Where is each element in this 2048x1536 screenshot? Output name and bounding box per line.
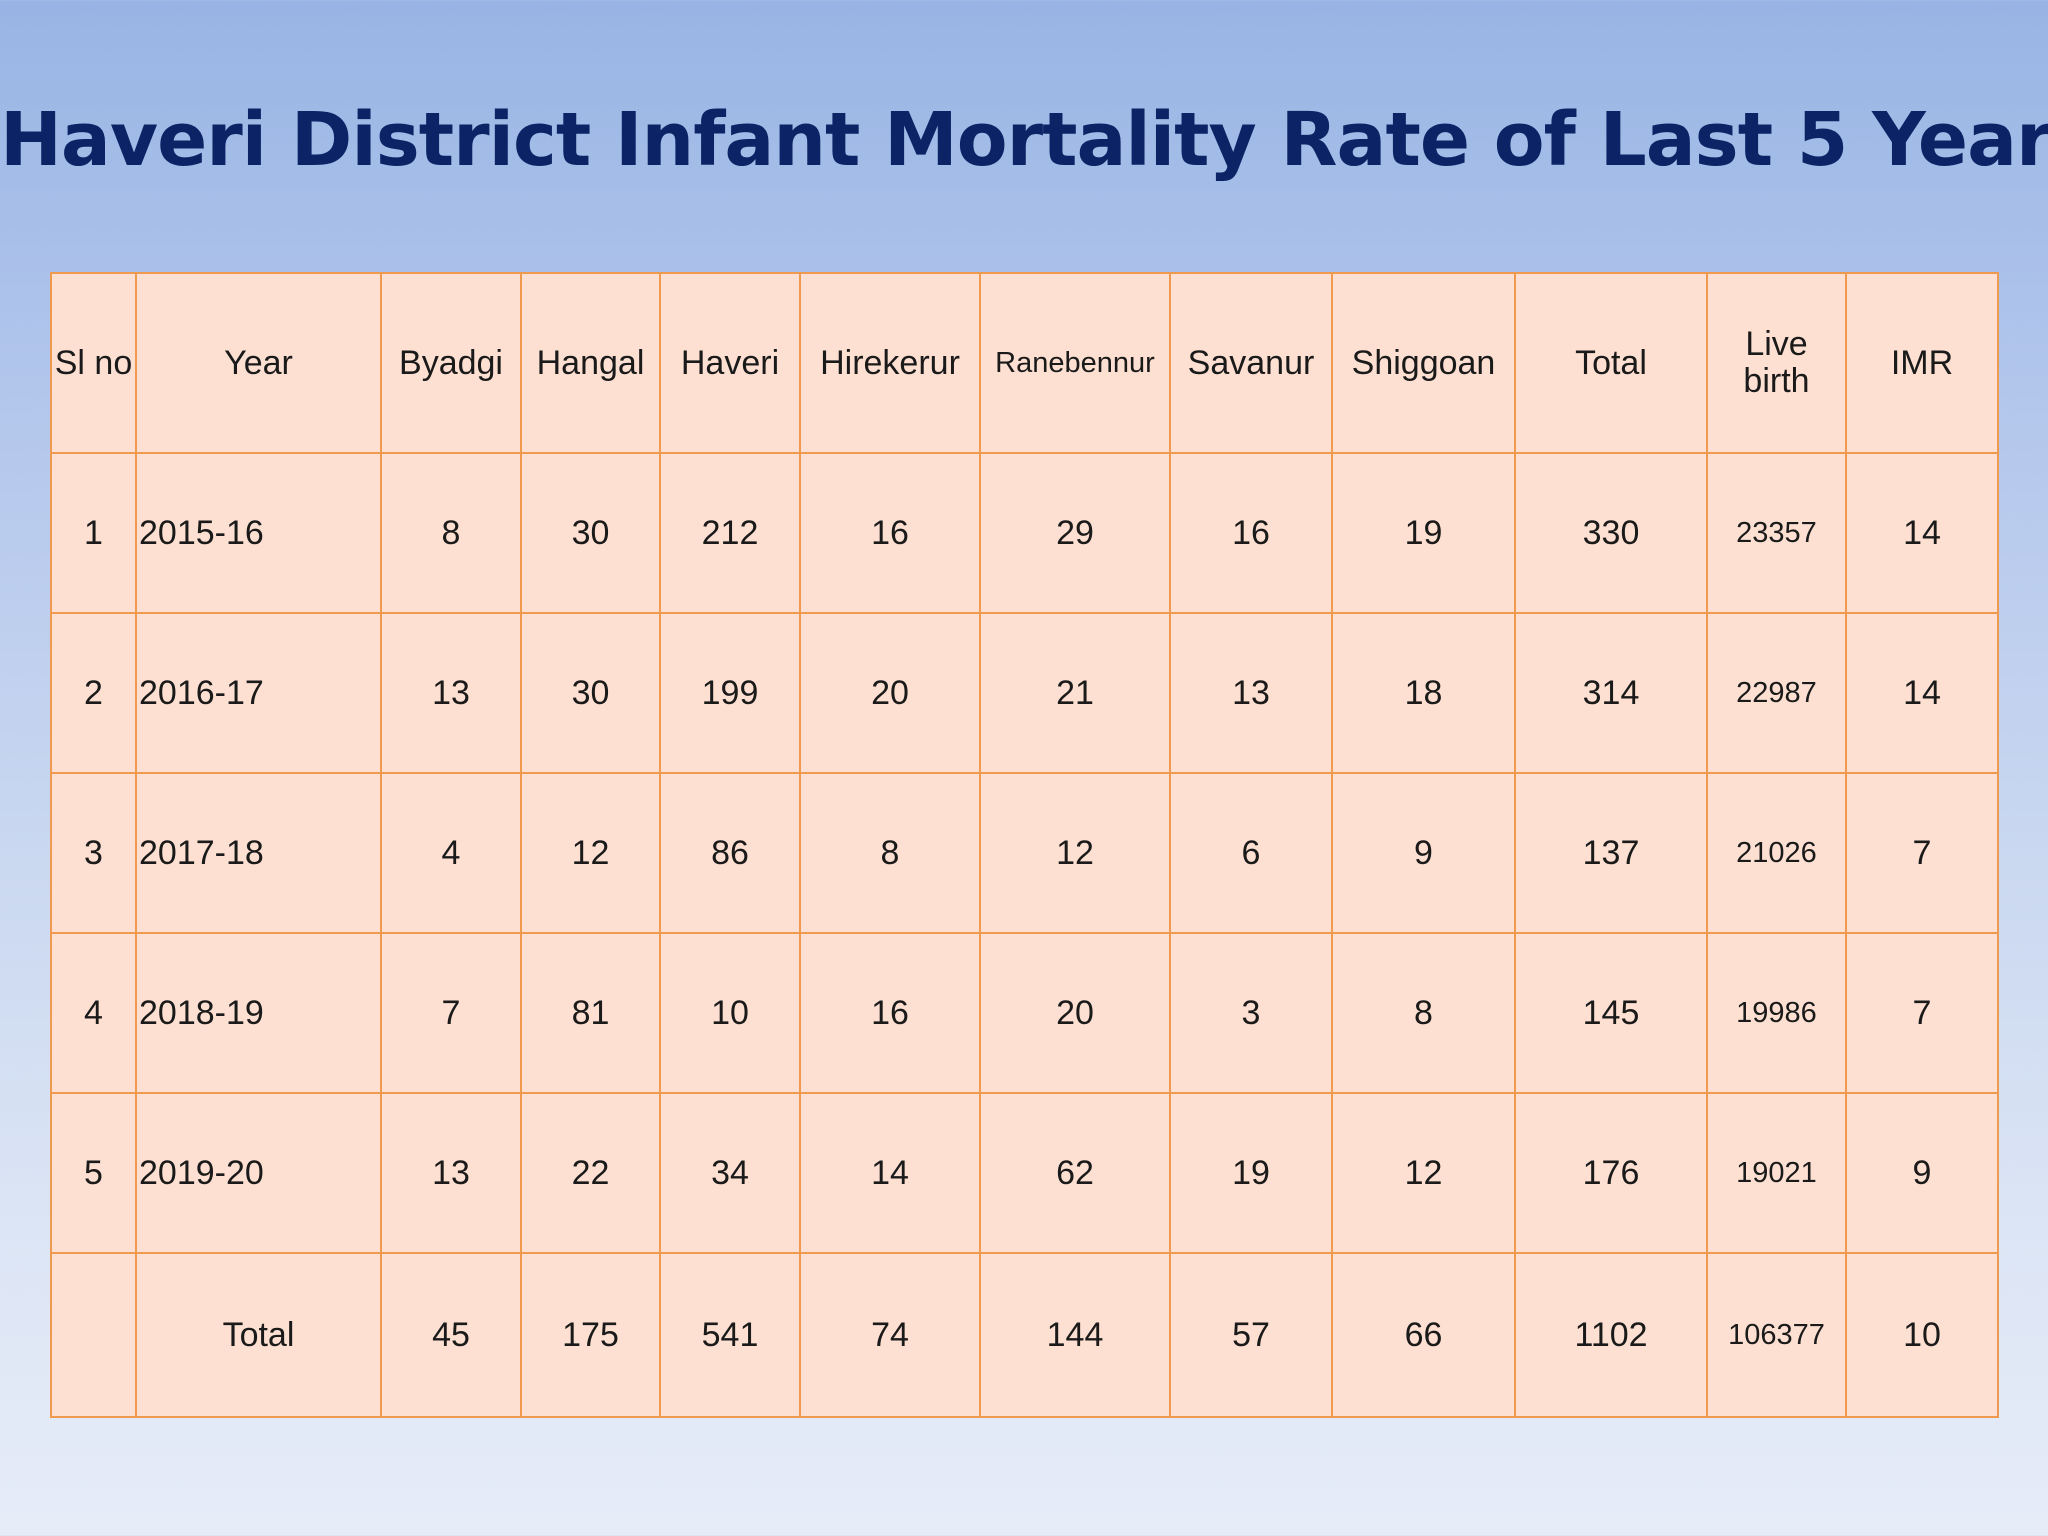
cell-hangal: 12 bbox=[520, 772, 661, 934]
cell-total: 137 bbox=[1514, 772, 1708, 934]
cell-shiggoan: 19 bbox=[1331, 452, 1516, 614]
total-total: 1102 bbox=[1514, 1252, 1708, 1418]
cell-imr: 14 bbox=[1845, 612, 1999, 774]
cell-imr: 7 bbox=[1845, 932, 1999, 1094]
header-live-birth: Live birth bbox=[1706, 272, 1847, 454]
cell-imr: 7 bbox=[1845, 772, 1999, 934]
cell-live-birth: 23357 bbox=[1706, 452, 1847, 614]
cell-shiggoan: 8 bbox=[1331, 932, 1516, 1094]
cell-sl-no: 5 bbox=[50, 1092, 137, 1254]
cell-hangal: 30 bbox=[520, 452, 661, 614]
cell-haveri: 199 bbox=[659, 612, 801, 774]
header-ranebennur: Ranebennur bbox=[979, 272, 1171, 454]
cell-live-birth: 19021 bbox=[1706, 1092, 1847, 1254]
cell-live-birth: 21026 bbox=[1706, 772, 1847, 934]
cell-savanur: 16 bbox=[1169, 452, 1333, 614]
total-byadgi: 45 bbox=[380, 1252, 522, 1418]
imr-table: Sl no Year Byadgi Hangal Haveri Hirekeru… bbox=[50, 272, 1999, 1418]
cell-savanur: 13 bbox=[1169, 612, 1333, 774]
header-year: Year bbox=[135, 272, 382, 454]
cell-sl-no: 3 bbox=[50, 772, 137, 934]
cell-year: 2016-17 bbox=[135, 612, 382, 774]
cell-byadgi: 13 bbox=[380, 1092, 522, 1254]
header-imr: IMR bbox=[1845, 272, 1999, 454]
cell-ranebennur: 20 bbox=[979, 932, 1171, 1094]
total-ranebennur: 144 bbox=[979, 1252, 1171, 1418]
cell-ranebennur: 21 bbox=[979, 612, 1171, 774]
cell-imr: 14 bbox=[1845, 452, 1999, 614]
cell-imr: 9 bbox=[1845, 1092, 1999, 1254]
cell-shiggoan: 12 bbox=[1331, 1092, 1516, 1254]
table-header-row: Sl no Year Byadgi Hangal Haveri Hirekeru… bbox=[50, 272, 1999, 454]
cell-byadgi: 7 bbox=[380, 932, 522, 1094]
header-byadgi: Byadgi bbox=[380, 272, 522, 454]
cell-ranebennur: 12 bbox=[979, 772, 1171, 934]
cell-hangal: 22 bbox=[520, 1092, 661, 1254]
cell-total: 314 bbox=[1514, 612, 1708, 774]
table-row: 2 2016-17 13 30 199 20 21 13 18 314 2298… bbox=[50, 612, 1999, 774]
table-row: 1 2015-16 8 30 212 16 29 16 19 330 23357… bbox=[50, 452, 1999, 614]
total-savanur: 57 bbox=[1169, 1252, 1333, 1418]
cell-year: 2018-19 bbox=[135, 932, 382, 1094]
total-shiggoan: 66 bbox=[1331, 1252, 1516, 1418]
header-savanur: Savanur bbox=[1169, 272, 1333, 454]
cell-sl-no-empty bbox=[50, 1252, 137, 1418]
cell-total: 330 bbox=[1514, 452, 1708, 614]
cell-year: 2015-16 bbox=[135, 452, 382, 614]
cell-year: 2019-20 bbox=[135, 1092, 382, 1254]
cell-sl-no: 2 bbox=[50, 612, 137, 774]
cell-savanur: 19 bbox=[1169, 1092, 1333, 1254]
header-hirekerur: Hirekerur bbox=[799, 272, 981, 454]
cell-savanur: 6 bbox=[1169, 772, 1333, 934]
total-label: Total bbox=[135, 1252, 382, 1418]
cell-live-birth: 19986 bbox=[1706, 932, 1847, 1094]
total-hirekerur: 74 bbox=[799, 1252, 981, 1418]
cell-byadgi: 8 bbox=[380, 452, 522, 614]
cell-total: 176 bbox=[1514, 1092, 1708, 1254]
cell-hirekerur: 20 bbox=[799, 612, 981, 774]
cell-hirekerur: 8 bbox=[799, 772, 981, 934]
cell-hangal: 30 bbox=[520, 612, 661, 774]
total-haveri: 541 bbox=[659, 1252, 801, 1418]
cell-live-birth: 22987 bbox=[1706, 612, 1847, 774]
total-hangal: 175 bbox=[520, 1252, 661, 1418]
cell-haveri: 212 bbox=[659, 452, 801, 614]
cell-hirekerur: 16 bbox=[799, 932, 981, 1094]
table-total-row: Total 45 175 541 74 144 57 66 1102 10637… bbox=[50, 1252, 1999, 1418]
total-imr: 10 bbox=[1845, 1252, 1999, 1418]
header-haveri: Haveri bbox=[659, 272, 801, 454]
cell-haveri: 86 bbox=[659, 772, 801, 934]
slide-title: Haveri District Infant Mortality Rate of… bbox=[0, 97, 2048, 183]
table-row: 4 2018-19 7 81 10 16 20 3 8 145 19986 7 bbox=[50, 932, 1999, 1094]
cell-haveri: 34 bbox=[659, 1092, 801, 1254]
cell-year: 2017-18 bbox=[135, 772, 382, 934]
header-sl-no: Sl no bbox=[50, 272, 137, 454]
header-shiggoan: Shiggoan bbox=[1331, 272, 1516, 454]
table-row: 5 2019-20 13 22 34 14 62 19 12 176 19021… bbox=[50, 1092, 1999, 1254]
cell-ranebennur: 62 bbox=[979, 1092, 1171, 1254]
cell-hirekerur: 14 bbox=[799, 1092, 981, 1254]
header-total: Total bbox=[1514, 272, 1708, 454]
cell-hangal: 81 bbox=[520, 932, 661, 1094]
cell-haveri: 10 bbox=[659, 932, 801, 1094]
cell-shiggoan: 18 bbox=[1331, 612, 1516, 774]
cell-ranebennur: 29 bbox=[979, 452, 1171, 614]
cell-sl-no: 1 bbox=[50, 452, 137, 614]
cell-byadgi: 4 bbox=[380, 772, 522, 934]
header-hangal: Hangal bbox=[520, 272, 661, 454]
cell-total: 145 bbox=[1514, 932, 1708, 1094]
cell-hirekerur: 16 bbox=[799, 452, 981, 614]
cell-savanur: 3 bbox=[1169, 932, 1333, 1094]
cell-sl-no: 4 bbox=[50, 932, 137, 1094]
total-live-birth: 106377 bbox=[1706, 1252, 1847, 1418]
cell-shiggoan: 9 bbox=[1331, 772, 1516, 934]
table-row: 3 2017-18 4 12 86 8 12 6 9 137 21026 7 bbox=[50, 772, 1999, 934]
cell-byadgi: 13 bbox=[380, 612, 522, 774]
